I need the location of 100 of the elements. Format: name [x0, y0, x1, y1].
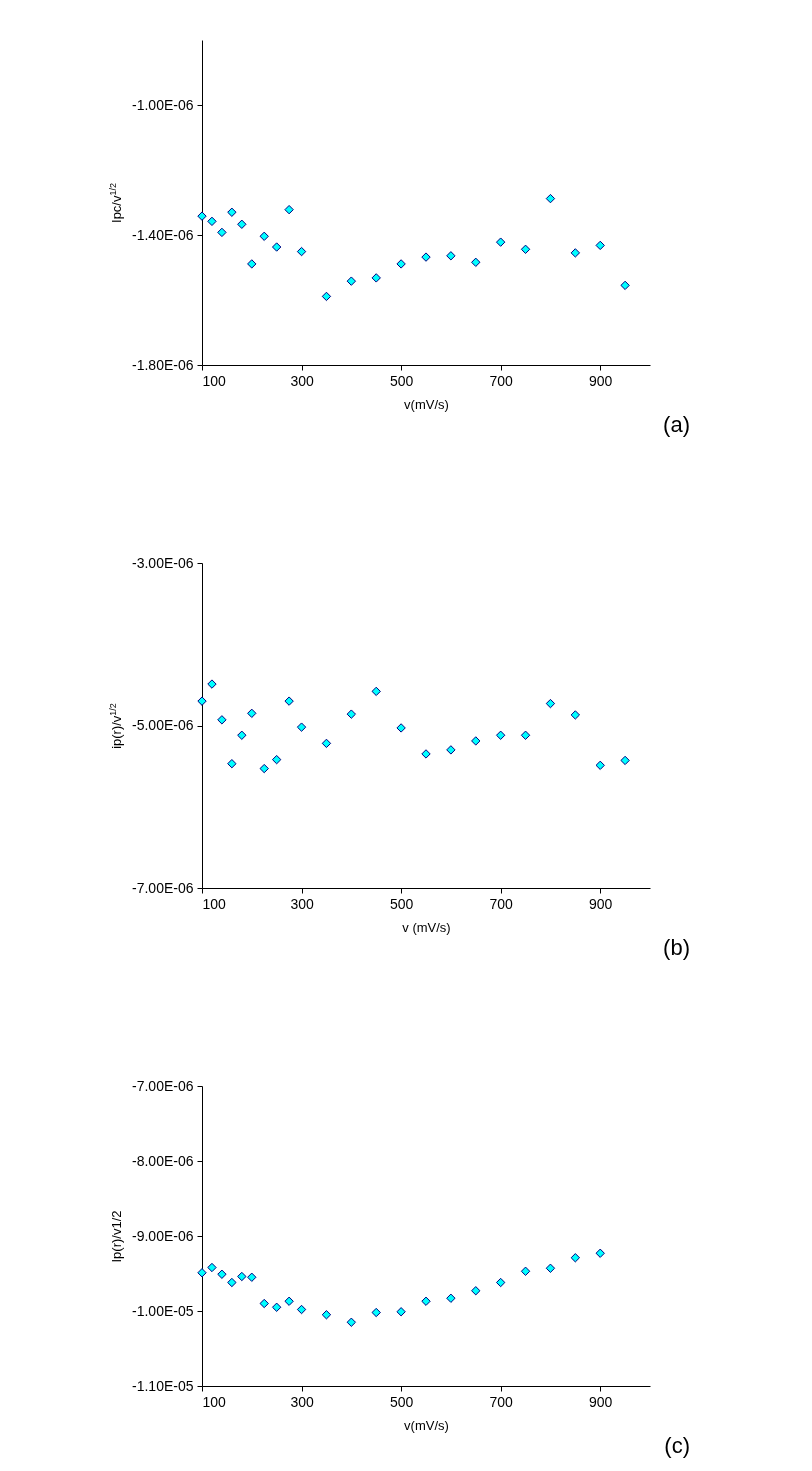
- point: [595, 1248, 605, 1258]
- point: [346, 276, 357, 286]
- point: [247, 1272, 257, 1282]
- text: (a): [663, 412, 690, 437]
- point: [570, 710, 581, 720]
- y-tick-label: -1.00E-05: [132, 1302, 194, 1319]
- y-tick-label: -5.00E-06: [132, 717, 194, 733]
- point: [421, 749, 431, 759]
- x-tick-label: 100: [202, 895, 227, 912]
- point: [495, 1277, 506, 1288]
- y-tick-label: -8.00E-06: [132, 1152, 194, 1169]
- point: [284, 696, 294, 706]
- point: [346, 709, 357, 719]
- point: [545, 1263, 556, 1273]
- point: [227, 759, 237, 769]
- point: [421, 252, 431, 262]
- x-tick-label: 500: [389, 372, 414, 389]
- point: [207, 216, 217, 227]
- point: [396, 723, 406, 733]
- y-tick-label: -7.00E-06: [132, 1077, 194, 1094]
- point: [371, 273, 381, 283]
- point: [520, 1266, 531, 1276]
- point: [545, 193, 556, 204]
- x-tick-label: 300: [290, 1393, 314, 1410]
- point: [371, 686, 381, 697]
- point: [495, 730, 506, 740]
- point: [620, 755, 630, 766]
- point: [296, 246, 307, 257]
- text: (c): [664, 1433, 690, 1458]
- x-axis-title: v (mV/s): [402, 919, 451, 935]
- point: [321, 291, 332, 302]
- x-tick-label: 500: [389, 1393, 414, 1410]
- point: [259, 763, 269, 774]
- point: [197, 696, 207, 706]
- point: [396, 1307, 406, 1317]
- y-axis-title: Ip(r)/v1/2: [109, 1210, 125, 1263]
- point: [271, 1302, 282, 1312]
- point: [520, 730, 531, 740]
- point: [197, 211, 207, 221]
- point: [396, 259, 406, 269]
- x-axis-title: v(mV/s): [404, 396, 449, 412]
- x-tick-label: 700: [489, 372, 514, 389]
- point: [271, 754, 282, 765]
- x-tick-label: 300: [290, 895, 314, 912]
- point: [471, 257, 481, 267]
- point: [471, 1286, 481, 1296]
- point: [545, 698, 556, 709]
- point: [595, 760, 605, 770]
- y-tick-label: -3.00E-06: [132, 554, 194, 571]
- y-tick-label: -1.40E-06: [132, 226, 194, 243]
- point: [217, 227, 227, 238]
- y-tick-label: -1.00E-06: [132, 96, 194, 113]
- x-axis-title: v(mV/s): [404, 1417, 449, 1433]
- point: [259, 1298, 269, 1309]
- y-tick-label: -1.10E-05: [132, 1377, 194, 1394]
- point: [284, 204, 294, 215]
- point: [217, 1269, 227, 1279]
- point: [284, 1296, 294, 1306]
- y-tick-label: -9.00E-06: [132, 1227, 194, 1244]
- point: [371, 1307, 381, 1318]
- point: [570, 248, 581, 258]
- point: [595, 240, 605, 251]
- point: [471, 736, 481, 746]
- point: [247, 259, 257, 269]
- point: [495, 237, 506, 247]
- text: (b): [663, 935, 690, 960]
- point: [207, 1262, 217, 1273]
- x-tick-label: 500: [389, 895, 414, 912]
- point: [237, 219, 247, 229]
- point: [227, 1277, 237, 1288]
- point: [227, 207, 237, 217]
- point: [296, 722, 307, 732]
- x-tick-label: 100: [202, 372, 227, 389]
- x-tick-label: 900: [589, 895, 613, 912]
- point: [421, 1296, 431, 1306]
- point: [321, 738, 332, 749]
- point: [237, 730, 247, 740]
- x-tick-label: 700: [489, 895, 514, 912]
- point: [446, 745, 456, 755]
- point: [570, 1253, 581, 1263]
- point: [237, 1271, 247, 1282]
- point: [446, 1293, 456, 1303]
- x-tick-label: 900: [589, 372, 613, 389]
- point: [197, 1268, 207, 1278]
- x-tick-label: 300: [290, 372, 314, 389]
- point: [321, 1310, 332, 1320]
- point: [446, 251, 456, 261]
- point: [620, 280, 630, 291]
- point: [207, 679, 217, 689]
- point: [247, 708, 257, 718]
- point: [346, 1317, 357, 1327]
- point: [271, 242, 282, 252]
- x-tick-label: 900: [589, 1393, 613, 1410]
- x-tick-label: 700: [489, 1393, 514, 1410]
- point: [520, 244, 531, 254]
- point: [217, 715, 227, 725]
- y-tick-label: -1.80E-06: [132, 356, 194, 373]
- x-tick-label: 100: [202, 1393, 227, 1410]
- point: [296, 1304, 307, 1315]
- y-tick-label: -7.00E-06: [132, 879, 194, 896]
